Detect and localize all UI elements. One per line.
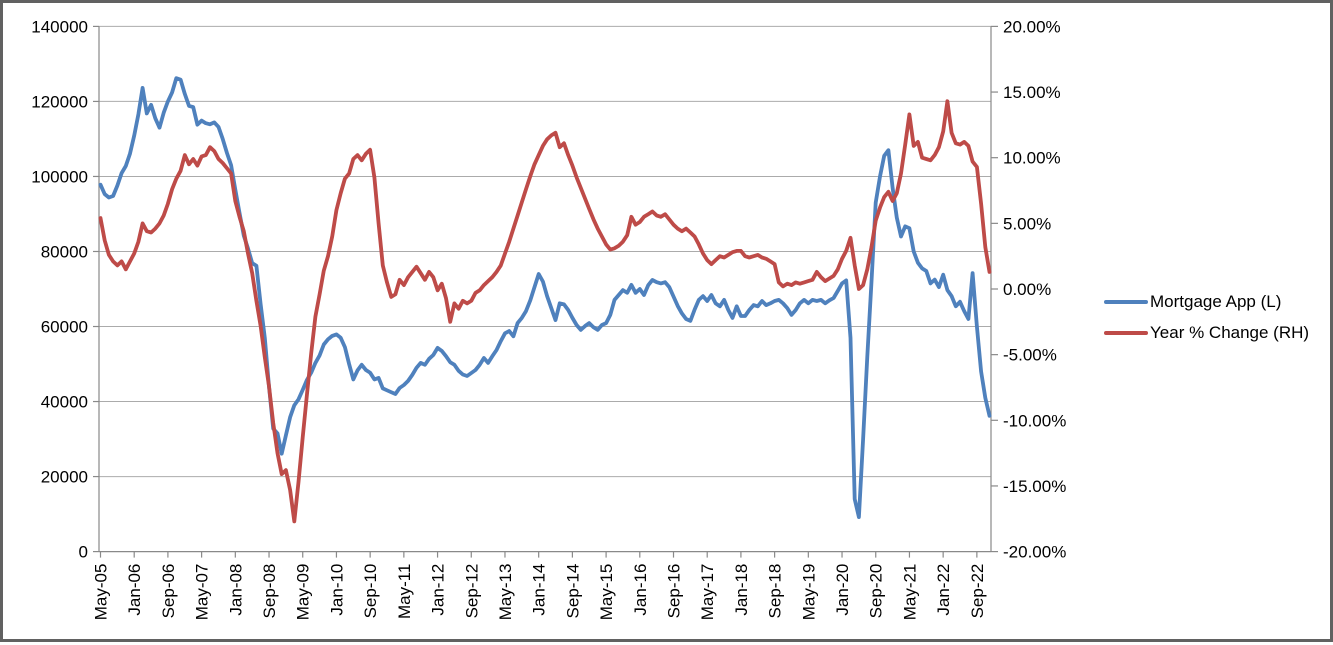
- y-left-tick-label: 0: [79, 543, 88, 562]
- chart-legend: Mortgage App (L) Year % Change (RH): [1104, 292, 1310, 343]
- x-tick-label: May-19: [799, 564, 818, 621]
- x-tick-label: Jan-12: [429, 564, 448, 616]
- y-right-tick-label: 10.00%: [1003, 149, 1061, 168]
- x-tick-label: Jan-06: [125, 564, 144, 616]
- y-left-tick-label: 100000: [31, 167, 88, 186]
- x-tick-label: Jan-08: [226, 564, 245, 616]
- y-left-tick-label: 20000: [41, 468, 88, 487]
- x-tick-label: Sep-18: [766, 564, 785, 619]
- x-tick-label: May-17: [698, 564, 717, 621]
- y-right-tick-label: -15.00%: [1003, 477, 1066, 496]
- chart-canvas: 140000 120000 100000 80000 60000 40000 20000 0 2…: [31, 17, 1066, 621]
- x-tick-label: Jan-16: [631, 564, 650, 616]
- x-tick-label: Sep-20: [867, 564, 886, 619]
- x-tick-label: Sep-10: [361, 564, 380, 619]
- x-tick-label: May-07: [193, 564, 212, 621]
- x-tick-label: Jan-20: [833, 564, 852, 616]
- x-tick-label: Sep-16: [665, 564, 684, 619]
- y-left-tick-label: 80000: [41, 242, 88, 261]
- series-year-pct-change-line: [98, 99, 992, 524]
- y-left-tick-label: 120000: [31, 92, 88, 111]
- legend-label: Year % Change (RH): [1150, 322, 1310, 342]
- x-tick-label: Sep-06: [159, 564, 178, 619]
- x-tick-label: Sep-22: [968, 564, 987, 619]
- y-left-tick-label: 140000: [31, 17, 88, 36]
- x-tick-label: Sep-12: [462, 564, 481, 619]
- legend-item-mortgage-app: Mortgage App (L): [1104, 292, 1309, 312]
- x-tick-label: May-11: [395, 564, 414, 619]
- x-tick-label: May-09: [294, 564, 313, 621]
- legend-line-blue-icon: [1104, 300, 1148, 305]
- x-tick-label: Jan-22: [934, 564, 953, 616]
- y-right-tick-label: 0.00%: [1003, 280, 1051, 299]
- y-right-tick-label: 15.00%: [1003, 83, 1061, 102]
- y-right-tick-label: -5.00%: [1003, 346, 1057, 365]
- y-right-tick-label: -20.00%: [1003, 543, 1066, 562]
- x-tick-label: May-21: [900, 564, 919, 621]
- x-tick-label: May-05: [92, 564, 111, 621]
- x-tick-label: Sep-08: [260, 564, 279, 619]
- y-right-tick-label: 5.00%: [1003, 214, 1051, 233]
- x-tick-label: Jan-14: [530, 564, 549, 616]
- legend-item-year-pct-change: Year % Change (RH): [1104, 322, 1310, 343]
- y-left-tick-label: 60000: [41, 317, 88, 336]
- x-tick-label: May-15: [597, 564, 616, 621]
- x-tick-label: Jan-18: [732, 564, 751, 616]
- y-right-tick-label: -10.00%: [1003, 411, 1066, 430]
- y-right-tick-label: 20.00%: [1003, 17, 1061, 36]
- legend-line-red-icon: [1104, 331, 1148, 336]
- x-tick-label: Jan-10: [327, 564, 346, 616]
- legend-label: Mortgage App (L): [1150, 292, 1282, 311]
- y-left-tick-label: 40000: [41, 392, 88, 411]
- x-tick-label: Sep-14: [563, 564, 582, 619]
- x-tick-label: May-13: [496, 564, 515, 621]
